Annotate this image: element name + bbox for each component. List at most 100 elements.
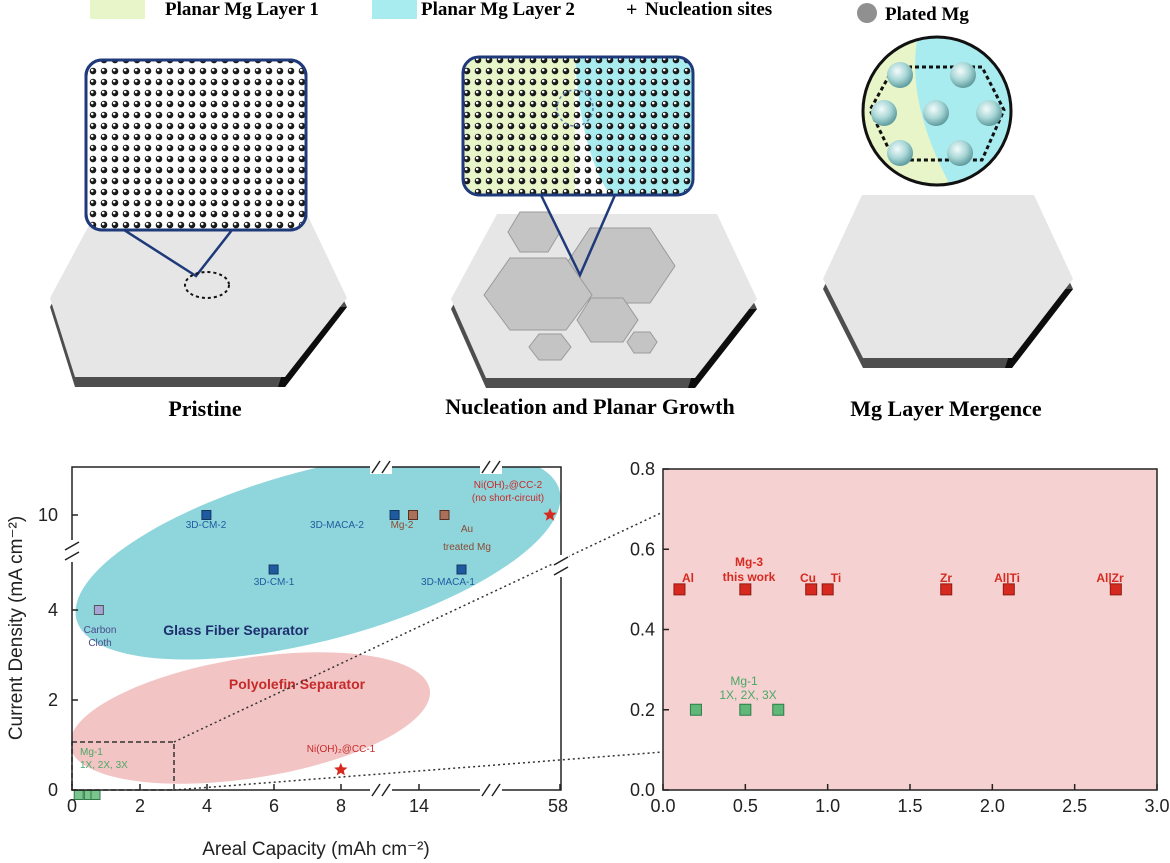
data-point	[1109, 583, 1122, 596]
point-label: Carbon	[84, 625, 117, 636]
point-label: Mg-3	[735, 555, 763, 569]
point-label: Ti	[831, 571, 841, 585]
point-label: Au	[461, 524, 473, 535]
stage-mergence: Mg Layer Mergence	[823, 35, 1073, 421]
stage-pristine: Pristine	[50, 58, 347, 421]
axis-breaks	[64, 460, 569, 797]
plated-mg-sphere	[887, 62, 913, 88]
legend-swatch-layer2	[372, 0, 417, 19]
mg-island	[626, 331, 658, 354]
point-label: Zr	[940, 571, 952, 585]
point-label: treated Mg	[443, 542, 491, 553]
data-point	[456, 564, 467, 575]
mg1-sub-label: 1X, 2X, 3X	[80, 760, 128, 771]
x-tick-label: 6	[269, 796, 279, 816]
data-point-star	[334, 762, 348, 776]
x-tick-label: 0.0	[650, 796, 675, 816]
x-tick-label: 1.5	[897, 796, 922, 816]
x-tick-label: 1.0	[815, 796, 840, 816]
mg1-label-right: Mg-1	[730, 674, 758, 688]
point-label: Ni(OH)₂@CC-1	[307, 744, 376, 755]
y-tick-label: 10	[38, 505, 58, 525]
point-label: Mg-2	[391, 520, 414, 531]
data-point	[821, 583, 834, 596]
data-point	[772, 703, 785, 716]
plated-mg-sphere	[976, 100, 1002, 126]
point-label: 3D-CM-1	[254, 577, 295, 588]
stage-label-nucleation: Nucleation and Planar Growth	[445, 394, 735, 419]
data-point	[389, 510, 400, 520]
region-glass-fiber	[75, 467, 561, 660]
x-tick-label: 8	[336, 796, 346, 816]
callout-line	[123, 228, 233, 278]
y-tick-label: 0.4	[630, 620, 655, 640]
legend: Planar Mg Layer 1 Planar Mg Layer 2 + Nu…	[90, 0, 969, 25]
point-label: Al|Ti	[994, 571, 1020, 585]
point-label: 3D-MACA-2	[310, 520, 364, 531]
x-tick-label: 3.0	[1144, 796, 1169, 816]
zoom-box-nucleation	[461, 55, 695, 197]
point-label: Ni(OH)₂@CC-2	[474, 480, 543, 491]
point-label: Al	[682, 571, 694, 585]
legend-swatch-plated	[857, 3, 877, 23]
x-tick-label: 0.5	[733, 796, 758, 816]
mg-island	[483, 257, 593, 331]
right-ticks: 0.0 0.5 1.0 1.5 2.0 2.5 3.0 0.0 0.2 0.4 0.6 0.8	[630, 459, 1170, 816]
data-point	[1002, 583, 1015, 596]
callout-line	[539, 194, 617, 278]
y-tick-label: 0	[48, 780, 58, 800]
y-axis-label: Current Density (mA cm⁻²)	[6, 516, 27, 740]
y-tick-label: 0.0	[630, 780, 655, 800]
point-label: 3D-CM-2	[186, 520, 227, 531]
stage-nucleation: Nucleation and Planar Growth	[445, 55, 757, 419]
x-tick-label: 58	[548, 796, 568, 816]
point-label: this work	[723, 570, 776, 584]
data-point	[201, 510, 212, 520]
x-tick-label: 14	[409, 796, 429, 816]
y-tick-label: 2	[48, 690, 58, 710]
region-label-glass-fiber: Glass Fiber Separator	[163, 622, 309, 638]
focus-circle	[184, 271, 230, 299]
legend-label-nucleation: Nucleation sites	[645, 0, 772, 20]
plated-mg-sphere	[947, 140, 973, 166]
legend-label-layer1: Planar Mg Layer 1	[165, 0, 319, 20]
legend-label-layer2: Planar Mg Layer 2	[421, 0, 575, 20]
mg1-label: Mg-1	[80, 747, 103, 758]
plated-mg-sphere	[923, 100, 949, 126]
y-tick-label: 0.6	[630, 539, 655, 559]
mg-island	[576, 297, 639, 343]
x-tick-label: 2.5	[1062, 796, 1087, 816]
point-label: Cu	[800, 571, 816, 585]
data-point	[805, 583, 818, 596]
zoom-circle-mergence	[861, 35, 1013, 187]
point-label: Cloth	[88, 638, 111, 649]
data-point	[689, 703, 702, 716]
x-tick-label: 2.0	[980, 796, 1005, 816]
data-point	[739, 703, 752, 716]
mg-island	[528, 333, 572, 361]
zoom-line-top	[173, 511, 664, 743]
data-point	[673, 583, 686, 596]
data-point	[739, 583, 752, 596]
data-point	[93, 605, 104, 615]
axes-frame-left	[71, 466, 562, 791]
data-point-mg1	[90, 790, 101, 800]
x-tick-label: 0	[67, 796, 77, 816]
chart-left: Glass Fiber Separator Polyolefin Separat…	[6, 460, 664, 860]
stage-label-pristine: Pristine	[168, 396, 242, 421]
slab-top-mergence	[823, 195, 1073, 358]
data-point-star	[543, 508, 557, 521]
stage-label-mergence: Mg Layer Mergence	[850, 396, 1042, 421]
y-tick-label: 0.2	[630, 700, 655, 720]
point-label: Al|Zr	[1096, 571, 1124, 585]
plot-area-right	[663, 469, 1157, 790]
legend-swatch-layer1	[90, 0, 145, 19]
data-point	[268, 564, 279, 575]
data-point	[940, 583, 953, 596]
data-point	[408, 510, 418, 520]
plated-mg-sphere	[887, 140, 913, 166]
chart-right: Al Mg-3 this work Cu Ti Zr Al|Ti Al|Zr M…	[630, 459, 1170, 816]
x-tick-label: 2	[135, 796, 145, 816]
right-points	[673, 583, 1122, 716]
